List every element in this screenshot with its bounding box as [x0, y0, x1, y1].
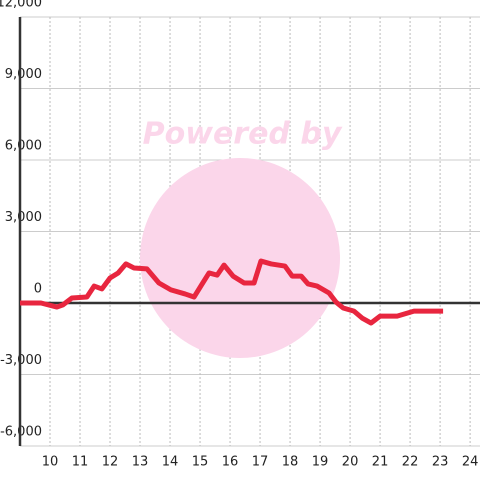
- y-tick-label: 6,000: [5, 139, 42, 154]
- x-tick-label: 18: [282, 455, 299, 470]
- x-tick-label: 11: [72, 455, 89, 470]
- x-tick-label: 15: [192, 455, 209, 470]
- x-tick-label: 21: [372, 455, 389, 470]
- data-line: [20, 258, 444, 326]
- x-tick-label: 14: [162, 455, 179, 470]
- x-tick-label: 16: [222, 455, 239, 470]
- x-tick-label: 17: [252, 455, 269, 470]
- x-tick-label: 23: [432, 455, 449, 470]
- x-tick-label: 20: [342, 455, 359, 470]
- y-tick-label: 0: [34, 282, 42, 297]
- watermark-logo: [140, 158, 340, 358]
- x-tick-label: 19: [312, 455, 329, 470]
- x-tick-label: 12: [102, 455, 119, 470]
- watermark: Powered by: [140, 117, 343, 358]
- watermark-text: Powered by: [143, 117, 343, 152]
- x-tick-label: 22: [402, 455, 419, 470]
- grid: [20, 16, 480, 447]
- x-tick-label: 24: [462, 455, 479, 470]
- y-tick-label: 9,000: [5, 67, 42, 82]
- y-tick-label: 12,000: [0, 0, 42, 11]
- x-tick-label: 10: [42, 455, 59, 470]
- y-tick-label: 3,000: [5, 210, 42, 225]
- x-tick-label: 13: [132, 455, 149, 470]
